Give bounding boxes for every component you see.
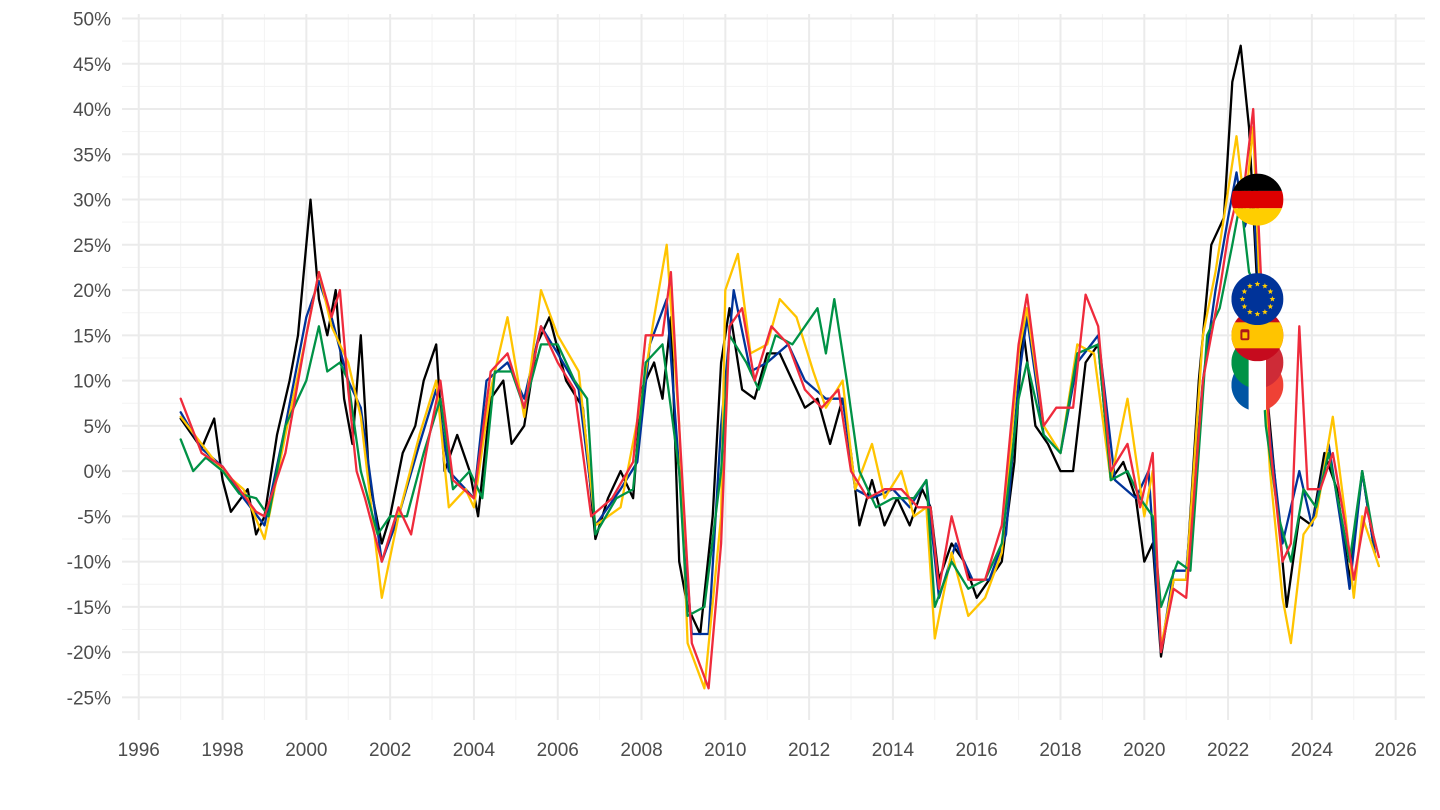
series-line-germany <box>179 44 1376 658</box>
x-axis-tick-labels: 1996 1998 2000 2002 2004 2006 2008 2010 2012 2014… <box>118 740 1417 761</box>
y-tick-label: -5% <box>77 507 111 528</box>
germany-flag-icon <box>1231 173 1284 226</box>
series-line-france <box>179 107 1381 690</box>
y-tick-label: -15% <box>67 598 111 619</box>
y-tick-label: -25% <box>67 688 111 709</box>
y-tick-label: 50% <box>73 10 111 31</box>
y-tick-label: -10% <box>67 553 111 574</box>
y-tick-label: 25% <box>73 236 111 257</box>
y-tick-label: 35% <box>73 145 111 166</box>
x-tick-label: 2006 <box>537 740 579 761</box>
y-tick-label: 15% <box>73 326 111 347</box>
x-tick-label: 2026 <box>1375 740 1417 761</box>
series-lines <box>179 44 1381 690</box>
y-tick-label: 10% <box>73 372 111 393</box>
x-tick-label: 2022 <box>1207 740 1249 761</box>
y-axis-tick-labels: -25% -20% -15% -10% -5% 0% 5% 10% 15% 20% 25% 30% 35… <box>67 10 111 710</box>
x-tick-label: 2020 <box>1123 740 1165 761</box>
y-tick-label: 0% <box>84 462 112 483</box>
y-tick-label: 30% <box>73 191 111 212</box>
x-tick-label: 2004 <box>453 740 496 761</box>
european-union-flag-icon <box>1231 273 1284 326</box>
y-tick-label: -20% <box>67 643 111 664</box>
x-tick-label: 2008 <box>620 740 662 761</box>
series-line-spain <box>179 125 1381 690</box>
x-tick-label: 2014 <box>872 740 915 761</box>
x-tick-label: 2002 <box>369 740 411 761</box>
y-tick-label: 20% <box>73 281 111 302</box>
x-tick-label: 2012 <box>788 740 830 761</box>
x-tick-label: 2024 <box>1291 740 1334 761</box>
x-tick-label: 1998 <box>201 740 243 761</box>
y-tick-label: 40% <box>73 100 111 121</box>
x-tick-label: 1996 <box>118 740 160 761</box>
x-tick-label: 2000 <box>285 740 327 761</box>
y-tick-label: 45% <box>73 55 111 76</box>
x-tick-label: 2010 <box>704 740 746 761</box>
y-tick-label: 5% <box>84 417 112 438</box>
x-tick-label: 2016 <box>956 740 998 761</box>
flag-markers <box>1231 173 1284 412</box>
x-tick-label: 2018 <box>1039 740 1081 761</box>
